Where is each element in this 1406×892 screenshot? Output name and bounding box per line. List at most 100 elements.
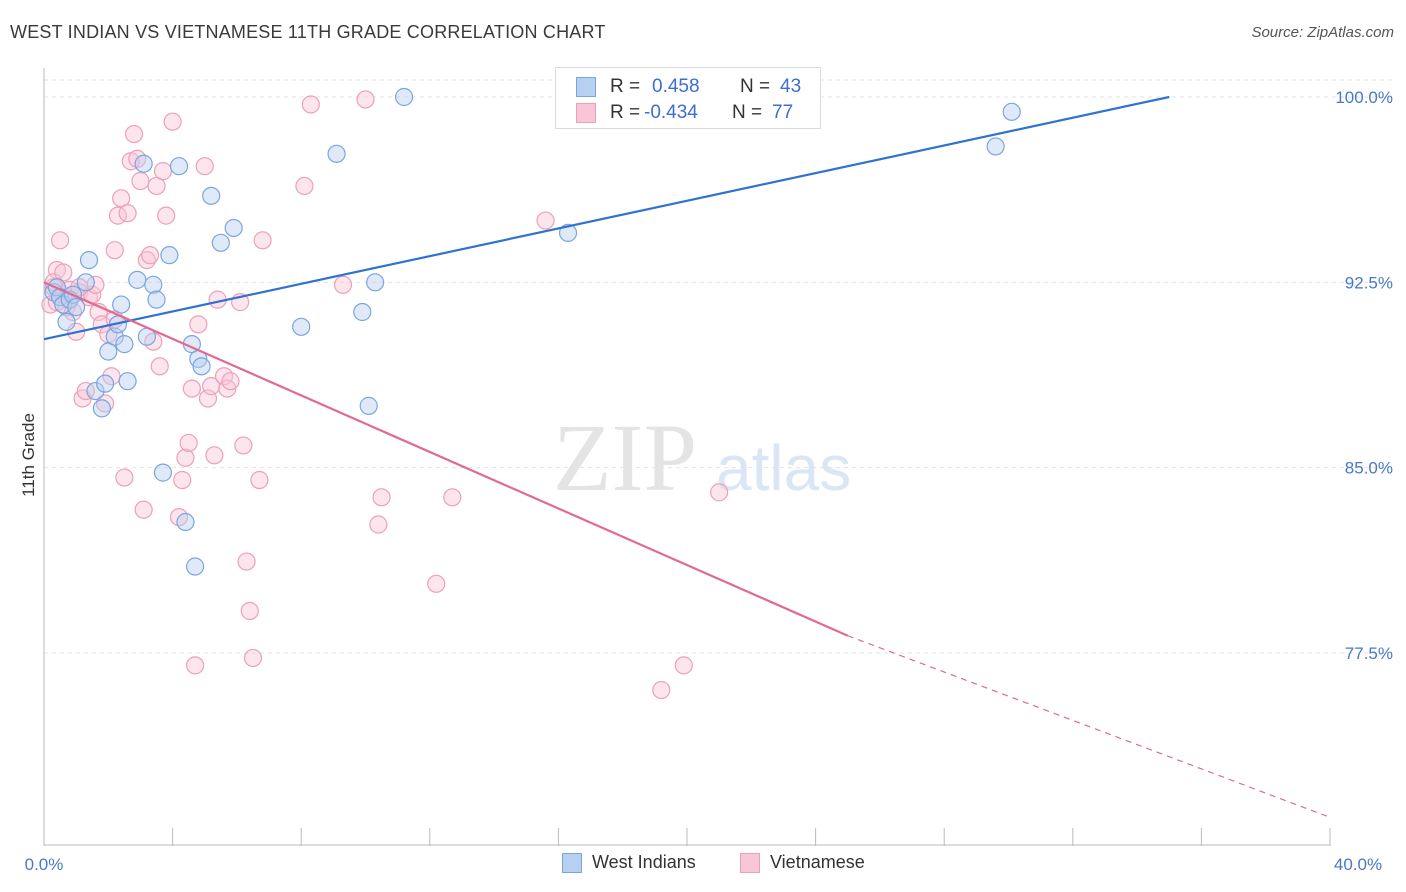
data-point-west-indians [211, 233, 230, 252]
data-point-west-indians [558, 223, 578, 243]
y-axis-title: 11th Grade [19, 413, 38, 497]
data-point-vietnamese [237, 552, 256, 571]
data-point-vietnamese [240, 601, 259, 621]
data-point-vietnamese [243, 648, 263, 668]
data-point-west-indians [160, 246, 179, 265]
data-point-vietnamese [372, 488, 391, 507]
x-tick-label-min: 0.0% [25, 855, 64, 874]
watermark-atlas: atlas [716, 432, 851, 504]
data-point-vietnamese [182, 379, 201, 398]
data-point-vietnamese [134, 500, 153, 519]
trendline-extension-vietnamese [847, 635, 1327, 817]
trendlines [43, 95, 1327, 817]
watermark: ZIP atlas [553, 404, 851, 511]
data-point-west-indians [224, 218, 243, 238]
points-west-indians [44, 87, 1021, 576]
data-point-west-indians [292, 317, 311, 336]
legend-n-label: N = [740, 76, 771, 97]
data-point-vietnamese [76, 381, 95, 401]
legend-r-label: R = [610, 76, 641, 97]
data-point-west-indians [192, 357, 211, 376]
data-point-west-indians [118, 372, 137, 391]
data-point-vietnamese [250, 470, 269, 490]
legend-row-west-indians: R = 0.458 N = 43 [576, 74, 801, 100]
data-point-vietnamese [150, 357, 169, 376]
data-point-west-indians [134, 154, 153, 173]
chart-title: WEST INDIAN VS VIETNAMESE 11TH GRADE COR… [10, 22, 606, 42]
series-legend-west-indians[interactable]: West Indians [562, 852, 696, 873]
data-point-vietnamese [205, 446, 224, 465]
legend-r-label: R = [610, 102, 641, 123]
y-tick-labels: 100.0% 92.5% 85.0% 77.5% [1335, 88, 1393, 663]
y-tick-label: 77.5% [1345, 644, 1393, 663]
data-point-vietnamese [124, 124, 144, 144]
data-point-west-indians [144, 275, 163, 294]
series-label-west-indians: West Indians [592, 852, 696, 872]
data-point-west-indians [128, 270, 147, 289]
data-point-vietnamese [356, 90, 375, 109]
data-point-vietnamese [674, 656, 693, 675]
y-tick-label: 92.5% [1345, 273, 1393, 292]
series-swatch-west-indians [562, 852, 582, 873]
correlation-legend: R = 0.458 N = 43 R = -0.434 N = 77 [555, 67, 821, 129]
legend-r-value: -0.434 [644, 102, 698, 123]
data-point-west-indians [986, 137, 1005, 156]
series-legend-vietnamese[interactable]: Vietnamese [740, 852, 865, 873]
data-point-vietnamese [173, 470, 192, 490]
legend-n-value: 77 [772, 102, 794, 123]
data-point-vietnamese [189, 315, 208, 334]
data-point-west-indians [112, 295, 131, 314]
legend-swatch-vietnamese [576, 103, 596, 123]
data-point-vietnamese [369, 515, 388, 534]
data-point-vietnamese [427, 574, 446, 593]
data-point-vietnamese [105, 241, 124, 260]
y-tick-label: 100.0% [1335, 88, 1393, 107]
points-vietnamese [41, 90, 729, 700]
data-point-vietnamese [301, 95, 320, 114]
data-point-west-indians [79, 250, 99, 270]
data-point-west-indians [359, 396, 378, 415]
data-point-west-indians [147, 290, 166, 309]
data-point-west-indians [92, 399, 111, 418]
data-point-west-indians [366, 273, 385, 292]
data-point-west-indians [86, 381, 105, 401]
data-point-west-indians [115, 335, 134, 354]
data-point-vietnamese [153, 162, 173, 181]
data-point-vietnamese [118, 204, 137, 223]
data-point-vietnamese [253, 231, 272, 250]
data-point-vietnamese [195, 157, 214, 176]
data-point-vietnamese [137, 250, 156, 270]
data-point-west-indians [169, 157, 189, 176]
data-point-vietnamese [333, 275, 353, 294]
legend-row-vietnamese: R = -0.434 N = 77 [576, 100, 793, 126]
data-point-west-indians [394, 87, 414, 107]
data-point-vietnamese [157, 206, 176, 225]
data-point-vietnamese [50, 231, 70, 250]
data-point-vietnamese [115, 468, 134, 487]
series-legend: West Indians Vietnamese [0, 852, 1406, 878]
series-swatch-vietnamese [740, 852, 760, 873]
data-point-west-indians [1002, 102, 1021, 121]
data-point-west-indians [67, 297, 86, 317]
data-point-west-indians [76, 273, 95, 292]
data-point-vietnamese [652, 680, 671, 700]
data-point-west-indians [327, 144, 346, 163]
data-point-west-indians [153, 463, 173, 482]
legend-r-value: 0.458 [652, 76, 700, 97]
data-point-vietnamese [710, 483, 729, 502]
x-tick-label-max: 40.0% [1334, 855, 1382, 874]
data-point-vietnamese [295, 176, 314, 196]
data-point-vietnamese [186, 656, 205, 675]
y-tick-label: 85.0% [1345, 459, 1393, 478]
x-ticks [43, 828, 1331, 846]
data-point-west-indians [186, 557, 205, 576]
legend-n-label: N = [732, 102, 763, 123]
trendline-west-indians [43, 95, 1170, 341]
data-point-vietnamese [176, 448, 195, 467]
data-point-west-indians [202, 186, 221, 205]
data-point-west-indians [176, 512, 195, 532]
data-point-vietnamese [131, 171, 150, 191]
data-point-vietnamese [179, 433, 198, 453]
data-point-west-indians [57, 312, 76, 331]
